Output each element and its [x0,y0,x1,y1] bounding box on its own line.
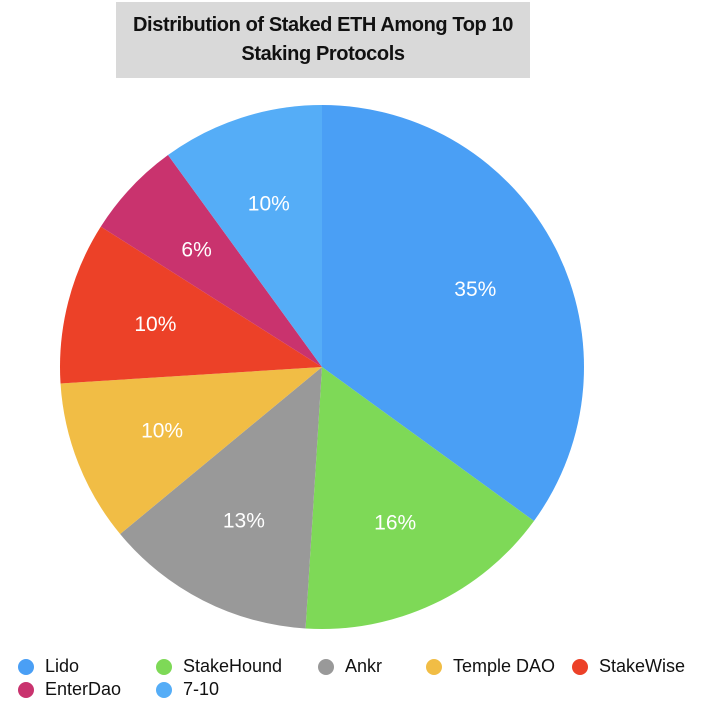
legend-item[interactable]: StakeHound [156,656,282,677]
legend-label: Lido [45,656,80,676]
legend-label: EnterDao [45,679,122,699]
legend-item[interactable]: Lido [18,656,79,677]
legend-item[interactable]: EnterDao [18,679,121,700]
legend-label: Ankr [345,656,383,676]
legend-item[interactable]: StakeWise [572,656,685,677]
pie-value-label: 10% [141,419,183,442]
legend-label: StakeWise [599,656,686,676]
legend-swatch [572,658,588,675]
legend-swatch [156,681,172,698]
pie-slice-lido[interactable] [322,105,584,521]
pie-slice-7-10[interactable] [168,105,322,367]
pie-slice-temple-dao[interactable] [60,367,323,535]
pie-value-label: 16% [374,512,416,535]
pie-value-labels: 35% 16% 13% 10% 10% 6% 10% [134,192,496,534]
pie-slice-enterdao[interactable] [100,155,322,367]
pie-value-label: 10% [248,192,290,215]
pie-slice-stakewise[interactable] [60,226,322,384]
chart-title: Distribution of Staked ETH Among Top 10 … [133,14,513,65]
legend-swatch [18,681,34,698]
legend-swatch [318,658,334,675]
legend-label: StakeHound [183,656,283,676]
legend-label: Temple DAO [453,656,556,676]
legend-swatch [426,658,442,675]
legend-item[interactable]: Ankr [318,656,382,677]
pie-value-label: 10% [134,313,176,336]
pie-slice-stakehound[interactable] [305,367,534,629]
pie-value-label: 13% [223,509,265,532]
legend-swatch [18,658,34,675]
pie-value-label: 35% [454,278,496,301]
legend-item[interactable]: 7-10 [156,679,219,700]
pie-slices [60,105,584,629]
legend-swatch [156,658,172,675]
pie-value-label: 6% [181,238,211,261]
legend-label: 7-10 [183,679,220,699]
legend-item[interactable]: Temple DAO [426,656,555,677]
chart-title-box: Distribution of Staked ETH Among Top 10 … [116,2,530,78]
pie-slice-ankr[interactable] [120,367,322,629]
